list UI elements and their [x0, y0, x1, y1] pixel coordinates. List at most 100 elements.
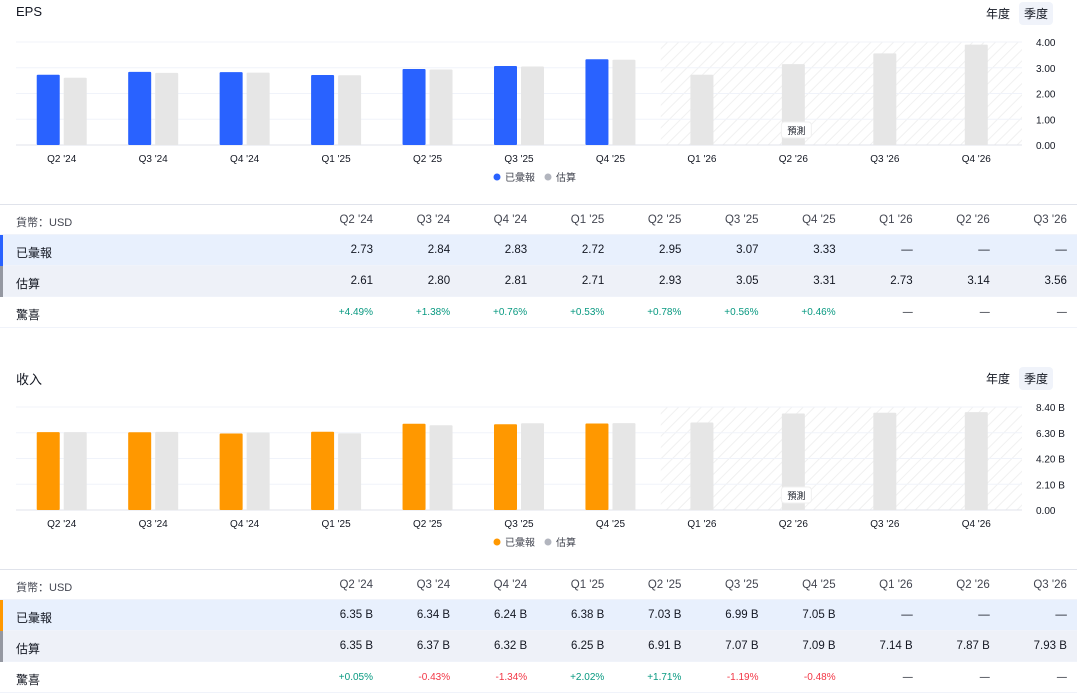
row-label: 估算	[16, 642, 41, 656]
revenue-table: 貨幣：USD Q2 '24 Q3 '24 Q4 '24 Q1 '25 Q2 '25 Q3 '…	[0, 569, 1077, 693]
table-cell: Q4 '25	[802, 214, 836, 226]
x-tick-label: Q2 '25	[413, 154, 443, 165]
table-cell: Q3 '25	[724, 579, 759, 591]
table-cell: -1.19%	[726, 672, 759, 683]
table-cell: Q1 '26	[879, 214, 913, 226]
legend-estimate-label: 估算	[556, 536, 576, 549]
table-cell: 2.84	[427, 244, 451, 256]
estimate-bar	[964, 44, 988, 146]
table-cell: 7.03 B	[648, 609, 682, 621]
estimate-bar	[155, 431, 179, 510]
reported-bar	[402, 423, 426, 510]
estimate-bar	[964, 412, 988, 510]
x-tick-label: Q3 '24	[139, 519, 169, 530]
table-cell: Q4 '24	[493, 214, 528, 226]
table-cell: 7.09 B	[802, 640, 836, 652]
row-label: 估算	[16, 277, 41, 291]
svg-text:預測: 預測	[787, 490, 805, 501]
table-row: 驚喜 +0.05% -0.43% -1.34% +2.02% +1.71% -1.19% -0…	[0, 662, 1077, 693]
table-cell: 2.73	[890, 275, 913, 287]
table-cell: 7.93 B	[1033, 640, 1067, 652]
table-cell: -1.34%	[495, 672, 528, 683]
estimate-bar	[873, 412, 897, 510]
table-cell: 6.35 B	[339, 609, 373, 621]
x-tick-label: Q4 '26	[962, 154, 992, 165]
table-row: 貨幣：USD Q2 '24 Q3 '24 Q4 '24 Q1 '25 Q2 '25 Q3 '…	[0, 569, 1077, 600]
x-tick-label: Q3 '26	[870, 154, 900, 165]
table-cell: 3.33	[813, 244, 836, 256]
table-cell: +0.46%	[801, 307, 836, 318]
reported-bar	[219, 433, 243, 510]
x-tick-label: Q2 '25	[413, 519, 443, 530]
reported-bar	[494, 424, 517, 510]
estimate-bar	[429, 69, 453, 145]
row-color-marker	[0, 600, 3, 631]
reported-bar	[219, 72, 243, 145]
estimate-bar	[521, 66, 544, 145]
table-cell: —	[1056, 307, 1067, 318]
x-tick-label: Q3 '24	[139, 154, 169, 165]
row-color-marker	[0, 266, 3, 297]
x-tick-label: Q2 '24	[47, 519, 77, 530]
table-cell: Q3 '25	[724, 214, 759, 226]
table-cell: 6.99 B	[725, 609, 759, 621]
x-tick-label: Q1 '25	[322, 519, 352, 530]
legend-estimate-dot	[544, 173, 552, 181]
table-cell: —	[902, 672, 913, 683]
reported-bar	[128, 71, 152, 145]
estimate-bar	[690, 74, 714, 145]
legend-reported-dot	[493, 173, 501, 181]
row-label: 貨幣：USD	[16, 217, 73, 229]
estimate-bar	[155, 72, 179, 145]
table-cell: Q1 '25	[570, 579, 605, 591]
y-tick-label: 2.00	[1036, 90, 1056, 101]
table-cell: 7.14 B	[879, 640, 913, 652]
table-cell: 6.91 B	[648, 640, 682, 652]
y-tick-label: 3.00	[1036, 64, 1056, 75]
table-cell: 3.14	[967, 275, 990, 287]
table-cell: Q2 '25	[647, 214, 682, 226]
legend-reported-dot	[493, 538, 501, 546]
estimate-bar	[338, 75, 362, 145]
eps-quarterly-button[interactable]: 季度	[1018, 2, 1053, 25]
table-cell: 7.07 B	[725, 640, 759, 652]
table-cell: —	[901, 244, 913, 256]
table-cell: Q3 '24	[416, 214, 451, 226]
table-cell: 6.32 B	[493, 640, 528, 652]
reported-bar	[311, 74, 335, 145]
table-cell: Q4 '24	[493, 579, 528, 591]
estimate-bar	[612, 423, 636, 510]
table-cell: Q2 '26	[956, 214, 990, 226]
table-cell: 6.38 B	[571, 609, 605, 621]
x-tick-label: Q2 '26	[779, 519, 809, 530]
estimate-bar	[63, 432, 87, 510]
table-cell: 2.83	[504, 244, 528, 256]
legend-estimate-dot	[544, 538, 552, 546]
table-cell: +0.76%	[492, 307, 528, 318]
revenue-annual-button[interactable]: 年度	[985, 372, 1010, 386]
table-cell: 2.80	[427, 275, 451, 287]
eps-table: 貨幣：USD Q2 '24 Q3 '24 Q4 '24 Q1 '25 Q2 '25 Q3 '…	[0, 204, 1077, 328]
row-color-marker	[0, 631, 3, 662]
reported-bar	[585, 59, 609, 145]
forecast-label: 預測	[780, 486, 812, 504]
revenue-quarterly-button[interactable]: 季度	[1018, 367, 1053, 390]
reported-bar	[36, 74, 60, 145]
table-cell: Q1 '25	[570, 214, 605, 226]
estimate-bar	[246, 72, 270, 145]
table-cell: —	[901, 609, 913, 621]
svg-text:預測: 預測	[787, 125, 805, 136]
eps-title: EPS	[16, 4, 43, 19]
table-cell: Q2 '24	[339, 214, 373, 226]
estimate-bar	[873, 53, 897, 145]
table-cell: —	[978, 609, 990, 621]
eps-annual-button[interactable]: 年度	[985, 7, 1010, 21]
table-cell: —	[1055, 244, 1067, 256]
x-tick-label: Q3 '25	[504, 519, 534, 530]
reported-bar	[128, 432, 152, 510]
table-cell: Q4 '25	[802, 579, 836, 591]
estimate-bar	[781, 413, 805, 510]
x-tick-label: Q4 '25	[596, 519, 626, 530]
table-cell: +0.05%	[338, 672, 373, 683]
table-cell: —	[1056, 672, 1067, 683]
